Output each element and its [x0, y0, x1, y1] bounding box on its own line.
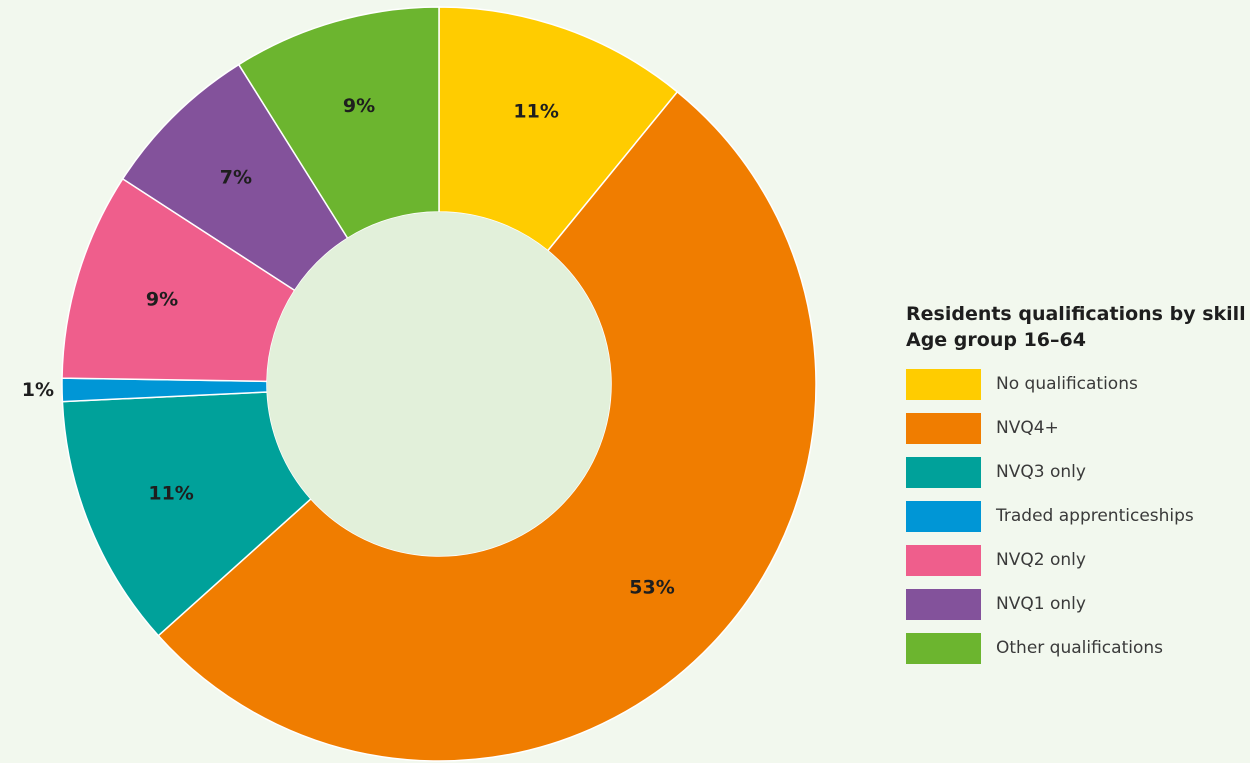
slice-label-nvq3-only: 11% [148, 483, 193, 505]
legend-swatch-nvq1-only [906, 589, 981, 620]
legend-title-line1: Residents qualifications by skill [906, 303, 1246, 325]
legend-swatch-nvq3-only [906, 457, 981, 488]
legend-swatch-nvq4 [906, 413, 981, 444]
donut-slice-labels: 11% 53% 11% 1% 9% 7% 9% [22, 95, 675, 599]
legend-label-other-qualifications: Other qualifications [996, 638, 1163, 658]
legend-label-traded-apprenticeships: Traded apprenticeships [996, 506, 1194, 526]
legend-item-other-qualifications: Other qualifications [906, 633, 1250, 664]
legend-item-nvq3-only: NVQ3 only [906, 457, 1250, 488]
slice-label-nvq2-only: 9% [146, 289, 178, 311]
legend-item-traded-apprenticeships: Traded apprenticeships [906, 501, 1250, 532]
legend-label-nvq3-only: NVQ3 only [996, 462, 1086, 482]
legend-items: No qualifications NVQ4+ NVQ3 only Traded ap… [906, 369, 1250, 664]
slice-label-nvq4: 53% [629, 576, 674, 598]
legend-item-nvq4: NVQ4+ [906, 413, 1250, 444]
chart-legend: Residents qualifications by skill Age gr… [906, 301, 1250, 677]
legend-item-nvq1-only: NVQ1 only [906, 589, 1250, 620]
legend-subtitle: Age group 16–64 [906, 329, 1086, 351]
slice-label-other-qualifications: 9% [343, 95, 375, 117]
slice-label-nvq1-only: 7% [220, 167, 252, 189]
legend-swatch-no-qualifications [906, 369, 981, 400]
legend-label-no-qualifications: No qualifications [996, 374, 1138, 394]
legend-label-nvq4: NVQ4+ [996, 418, 1059, 438]
legend-swatch-nvq2-only [906, 545, 981, 576]
legend-title: Residents qualifications by skill Age gr… [906, 301, 1250, 353]
slice-label-no-qualifications: 11% [513, 100, 558, 122]
legend-item-nvq2-only: NVQ2 only [906, 545, 1250, 576]
slice-label-traded-apprenticeships: 1% [22, 379, 54, 401]
legend-label-nvq2-only: NVQ2 only [996, 550, 1086, 570]
donut-chart-svg: 11% 53% 11% 1% 9% 7% 9% [22, 6, 817, 762]
legend-swatch-other-qualifications [906, 633, 981, 664]
donut-slices [61, 6, 817, 762]
legend-swatch-traded-apprenticeships [906, 501, 981, 532]
donut-hole [267, 212, 611, 556]
legend-label-nvq1-only: NVQ1 only [996, 594, 1086, 614]
legend-item-no-qualifications: No qualifications [906, 369, 1250, 400]
